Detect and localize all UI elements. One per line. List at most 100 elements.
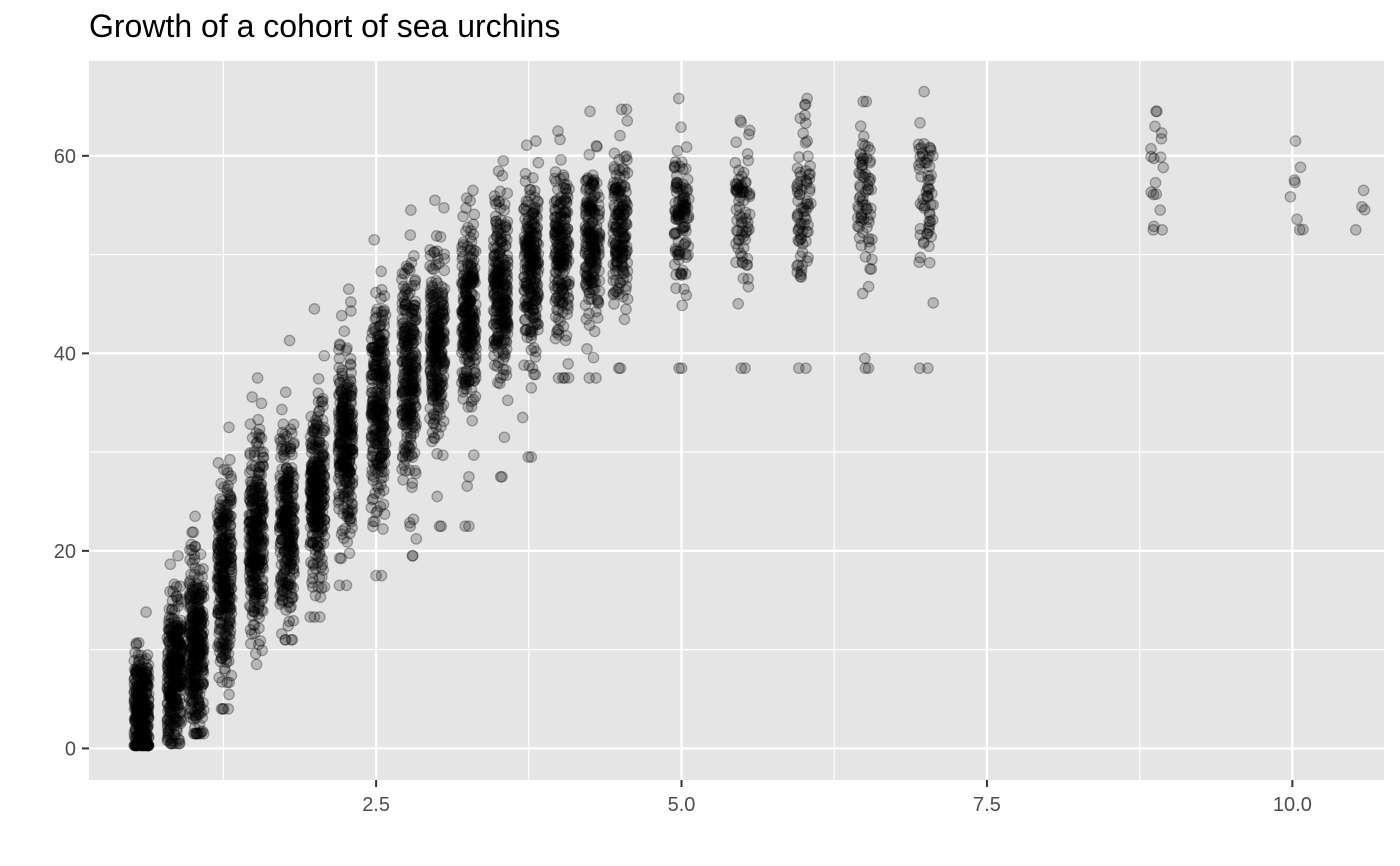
data-point — [137, 725, 149, 738]
data-point — [161, 713, 174, 726]
data-point — [131, 729, 143, 741]
data-point — [584, 236, 597, 249]
data-point — [169, 662, 182, 675]
data-point — [135, 668, 147, 680]
data-point — [166, 713, 179, 726]
data-point — [162, 623, 175, 636]
data-point — [140, 668, 152, 680]
data-point — [141, 736, 153, 749]
data-point — [135, 687, 148, 700]
data-point — [585, 199, 598, 212]
data-point — [168, 628, 180, 641]
data-point — [175, 622, 188, 635]
data-point — [138, 724, 151, 737]
data-point — [142, 702, 155, 715]
data-point — [163, 617, 175, 630]
data-point — [140, 719, 153, 732]
data-point — [246, 482, 259, 495]
data-point — [128, 703, 141, 715]
data-point — [166, 603, 179, 616]
data-point — [532, 290, 545, 303]
data-point — [138, 739, 150, 752]
data-point — [162, 648, 174, 660]
data-point — [141, 678, 154, 691]
data-point — [166, 706, 178, 719]
data-point — [164, 673, 177, 686]
data-point — [142, 709, 154, 722]
data-point — [133, 692, 146, 705]
data-point — [172, 678, 185, 691]
data-point — [131, 685, 144, 698]
data-point — [172, 634, 184, 646]
data-point — [378, 290, 391, 302]
data-point — [165, 689, 178, 702]
data-point — [863, 216, 875, 228]
data-point — [135, 731, 147, 744]
data-point — [142, 739, 155, 752]
data-point — [129, 739, 142, 752]
data-point — [170, 693, 182, 705]
data-point — [132, 637, 145, 649]
data-point — [136, 664, 148, 676]
data-point — [169, 687, 182, 700]
data-point — [170, 722, 183, 735]
data-point — [1284, 190, 1297, 203]
data-point — [140, 661, 153, 674]
data-point — [923, 256, 936, 269]
data-point — [131, 660, 144, 673]
data-point — [378, 364, 391, 377]
data-point — [166, 650, 179, 663]
data-point — [133, 737, 146, 750]
data-point — [129, 739, 142, 752]
data-point — [312, 372, 325, 385]
data-point — [583, 307, 595, 320]
data-point — [128, 654, 141, 667]
data-point — [129, 714, 142, 727]
data-point — [137, 739, 150, 752]
data-point — [792, 362, 805, 375]
data-point — [132, 696, 145, 708]
data-point — [135, 738, 148, 751]
data-point — [141, 678, 153, 691]
data-point — [163, 629, 176, 642]
data-point — [142, 739, 154, 752]
data-point — [135, 649, 148, 662]
data-point — [431, 394, 444, 407]
data-point — [309, 543, 322, 556]
data-point — [1157, 161, 1170, 174]
data-point — [162, 725, 174, 738]
data-point — [371, 467, 384, 480]
data-point — [165, 668, 178, 681]
data-point — [164, 715, 177, 728]
data-point — [136, 723, 148, 736]
data-point — [130, 725, 142, 738]
data-point — [142, 739, 155, 752]
data-point — [801, 92, 813, 105]
data-point — [466, 414, 479, 427]
data-point — [168, 712, 180, 725]
data-point — [1293, 224, 1306, 236]
data-point — [131, 712, 144, 725]
data-point — [165, 630, 178, 642]
data-point — [1145, 142, 1157, 155]
data-point — [140, 606, 152, 618]
data-point — [490, 333, 503, 345]
data-point — [174, 642, 187, 654]
data-point — [223, 688, 235, 701]
data-point — [136, 734, 149, 746]
data-point — [168, 604, 181, 617]
data-point — [169, 658, 182, 671]
data-point — [465, 224, 477, 237]
data-point — [130, 663, 142, 676]
data-point — [142, 680, 155, 692]
data-point — [131, 699, 144, 712]
data-point — [166, 669, 179, 681]
data-point — [130, 697, 143, 709]
data-point — [496, 169, 509, 182]
data-point — [516, 411, 529, 424]
data-point — [141, 699, 154, 712]
data-point — [172, 637, 185, 650]
data-point — [171, 616, 184, 629]
data-point — [224, 520, 237, 532]
